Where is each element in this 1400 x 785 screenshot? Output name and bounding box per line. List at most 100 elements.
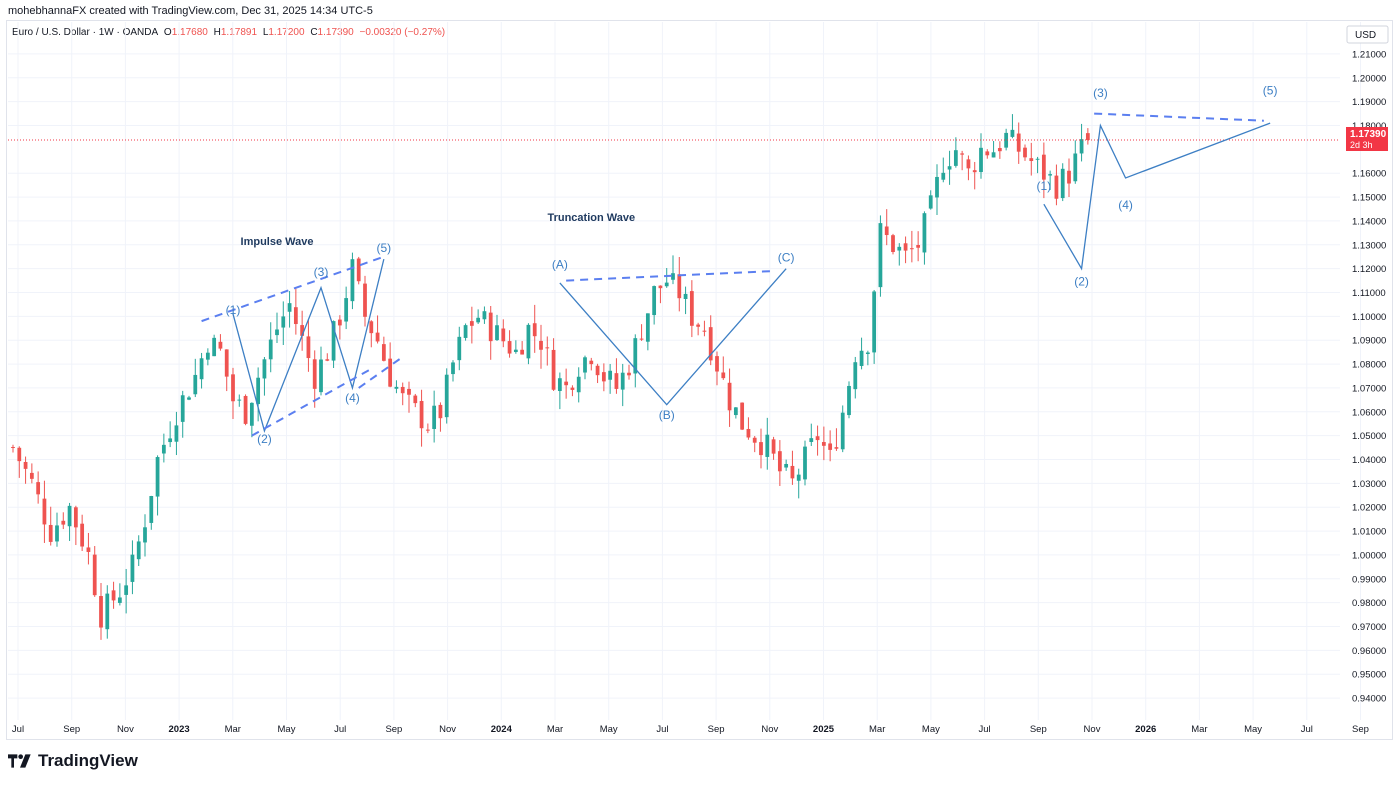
candle-body — [262, 359, 267, 379]
candle-body — [1048, 174, 1053, 176]
wave-label[interactable]: (3) — [314, 265, 329, 279]
candle-body — [444, 374, 449, 418]
x-tick-label: Jul — [1301, 724, 1313, 735]
candle-body — [438, 404, 443, 419]
candle-body — [708, 327, 713, 361]
candle-body — [909, 248, 914, 250]
y-tick-label: 1.19000 — [1352, 97, 1386, 108]
wave-label[interactable]: (4) — [345, 391, 360, 405]
candle-body — [702, 330, 707, 332]
wave-label[interactable]: (A) — [552, 258, 568, 272]
candle-body — [677, 274, 682, 299]
y-tick-label: 0.96000 — [1352, 646, 1386, 657]
y-tick-label: 1.04000 — [1352, 455, 1386, 466]
candle-body — [1004, 132, 1009, 148]
tradingview-logo[interactable]: TradingView — [8, 751, 138, 771]
x-tick-label: Nov — [1084, 724, 1101, 735]
candle-body — [532, 323, 537, 337]
wave-label[interactable]: (B) — [659, 408, 675, 422]
candle-body — [960, 153, 965, 155]
candle-body — [451, 362, 455, 375]
wave-label[interactable]: (2) — [257, 432, 272, 446]
y-tick-label: 1.02000 — [1352, 503, 1386, 514]
candle-body — [645, 313, 650, 342]
x-tick-label: 2024 — [491, 724, 513, 735]
wave-label[interactable]: (2) — [1074, 274, 1089, 288]
tradingview-logo-icon — [8, 754, 31, 768]
candle-body — [275, 329, 279, 336]
candle-body — [601, 372, 606, 382]
candle-body — [1041, 154, 1046, 180]
wave-line[interactable] — [559, 268, 787, 406]
candle-body — [520, 349, 525, 355]
candle-body — [432, 405, 437, 429]
candle-body — [369, 321, 374, 334]
candle-body — [476, 317, 481, 323]
candle-body — [281, 316, 286, 328]
candle-body — [551, 349, 556, 390]
candle-body — [903, 243, 908, 251]
wave-label[interactable]: (1) — [1037, 179, 1052, 193]
candle-body — [1023, 147, 1027, 158]
candle-body — [639, 338, 644, 340]
candle-body — [507, 341, 512, 354]
candle-body — [363, 283, 367, 317]
x-tick-label: Nov — [439, 724, 456, 735]
wave-drawings — [8, 112, 1340, 437]
candle-body — [463, 325, 468, 338]
candle-body — [941, 172, 946, 180]
candle-body — [564, 381, 569, 386]
y-tick-label: 1.20000 — [1352, 73, 1386, 84]
candle-body — [847, 385, 851, 416]
candle-body — [809, 438, 814, 442]
candle-body — [803, 446, 807, 480]
x-tick-label: 2023 — [169, 724, 190, 735]
candle-body — [488, 312, 493, 342]
wave-line[interactable] — [1043, 122, 1271, 271]
x-tick-label: Mar — [1191, 724, 1207, 735]
candle-body — [180, 395, 185, 422]
y-tick-label: 0.95000 — [1352, 670, 1386, 681]
candle-body — [344, 298, 349, 322]
channel-line-dashed[interactable] — [1094, 112, 1264, 122]
candle-body — [966, 159, 971, 169]
channel-line-dashed[interactable] — [251, 367, 372, 437]
candle-body — [249, 402, 254, 426]
candle-body — [557, 378, 562, 391]
symbol-name[interactable]: Euro / U.S. Dollar · 1W · OANDA — [12, 27, 159, 38]
channel-line-dashed[interactable] — [566, 270, 774, 282]
annotation-label[interactable]: Impulse Wave — [241, 236, 314, 248]
currency-button[interactable] — [1346, 25, 1389, 44]
candle-body — [67, 505, 72, 527]
wave-label[interactable]: (1) — [226, 303, 241, 317]
candle-body — [1054, 175, 1059, 199]
candle-body — [457, 336, 462, 361]
annotation-label[interactable]: Truncation Wave — [547, 212, 635, 224]
candle-body — [872, 291, 877, 353]
candle-body — [193, 374, 198, 395]
candle-body — [381, 344, 386, 361]
open-value: 1.17680 — [171, 27, 208, 38]
wave-label[interactable]: (3) — [1093, 86, 1108, 100]
wave-label[interactable]: (4) — [1118, 198, 1133, 212]
channel-line-dashed[interactable] — [201, 255, 385, 323]
y-tick-label: 1.00000 — [1352, 550, 1386, 561]
wave-label[interactable]: (5) — [1263, 83, 1278, 97]
candle-body — [111, 590, 116, 601]
candle-body — [859, 350, 864, 366]
candle-body — [92, 554, 97, 596]
candle-body — [821, 442, 826, 446]
channel-line-dashed[interactable] — [358, 356, 404, 389]
candle-body — [1060, 168, 1065, 199]
wave-label[interactable]: (C) — [778, 250, 795, 264]
candle-body — [337, 319, 342, 326]
candle-body — [1085, 133, 1090, 141]
wave-label[interactable]: (5) — [377, 241, 392, 255]
time-axis: Jul Sep Nov 2023 Mar May Jul Sep Nov 2024 Mar May Ju… — [12, 724, 1369, 735]
candle-body — [658, 285, 663, 289]
y-tick-label: 0.94000 — [1352, 694, 1386, 705]
x-tick-label: 2025 — [813, 724, 835, 735]
wave-line[interactable] — [232, 258, 385, 433]
candle-body — [777, 451, 782, 472]
